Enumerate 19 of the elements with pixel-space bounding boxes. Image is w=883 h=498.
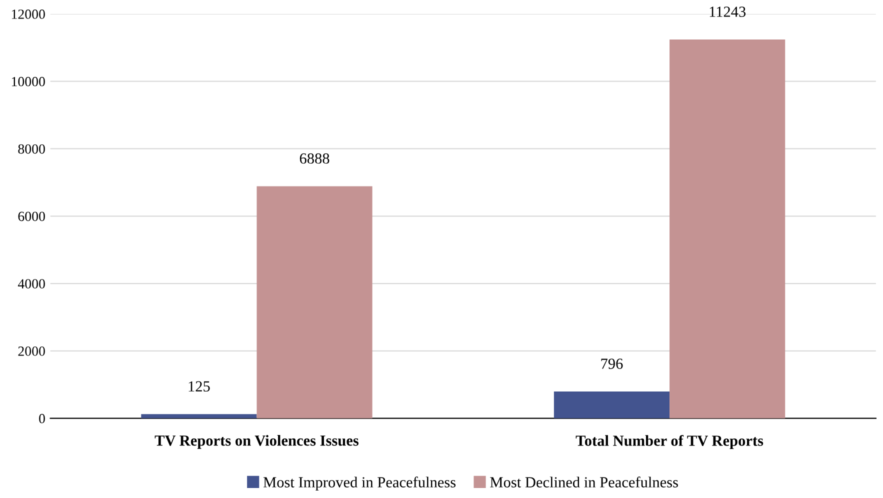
data-label: 6888 <box>300 153 330 164</box>
y-tick-label: 4000 <box>18 279 45 288</box>
y-tick-label: 0 <box>39 414 45 424</box>
bar <box>554 391 670 418</box>
data-label: 125 <box>188 381 210 392</box>
y-tick-label: 6000 <box>18 212 45 222</box>
legend-label: Most Declined in Peacefulness <box>490 476 678 488</box>
data-label: 796 <box>601 358 623 369</box>
data-label: 11243 <box>710 6 746 17</box>
x-tick-label: TV Reports on Violences Issues <box>154 434 359 449</box>
y-tick-label: 8000 <box>18 144 45 154</box>
y-tick-label: 10000 <box>12 76 45 86</box>
bar <box>256 186 372 418</box>
y-tick-label: 12000 <box>12 10 45 19</box>
legend-label: Most Improved in Peacefulness <box>263 476 456 491</box>
x-tick-label: Total Number of TV Reports <box>576 434 764 449</box>
y-tick-label: 2000 <box>18 346 45 356</box>
bar <box>670 39 786 418</box>
bar <box>141 414 257 418</box>
